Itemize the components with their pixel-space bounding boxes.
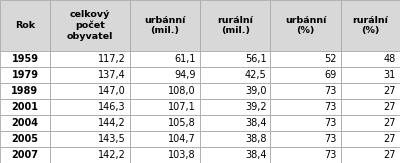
Text: 48: 48 — [384, 54, 396, 64]
Bar — [270, 0, 341, 51]
Bar — [50, 99, 130, 115]
Text: 42,5: 42,5 — [245, 70, 266, 80]
Text: 147,0: 147,0 — [98, 86, 126, 96]
Bar — [0, 131, 50, 147]
Text: 39,2: 39,2 — [245, 102, 266, 112]
Text: 146,3: 146,3 — [98, 102, 126, 112]
Text: 73: 73 — [324, 118, 337, 128]
Text: 27: 27 — [384, 134, 396, 144]
Bar — [50, 0, 130, 51]
Text: 39,0: 39,0 — [245, 86, 266, 96]
Bar — [0, 147, 50, 163]
Text: 2004: 2004 — [12, 118, 38, 128]
Text: 108,0: 108,0 — [168, 86, 196, 96]
Bar — [341, 99, 400, 115]
Text: 2005: 2005 — [12, 134, 38, 144]
Bar — [341, 0, 400, 51]
Bar — [270, 99, 341, 115]
Bar — [130, 147, 200, 163]
Text: urbánní
(mil.): urbánní (mil.) — [144, 16, 186, 35]
Bar — [200, 51, 270, 67]
Text: 2001: 2001 — [12, 102, 38, 112]
Bar — [50, 83, 130, 99]
Bar — [130, 67, 200, 83]
Bar — [200, 147, 270, 163]
Text: 73: 73 — [324, 86, 337, 96]
Bar — [270, 83, 341, 99]
Bar — [130, 99, 200, 115]
Text: 1979: 1979 — [12, 70, 38, 80]
Bar — [270, 147, 341, 163]
Bar — [50, 51, 130, 67]
Text: rurální
(%): rurální (%) — [352, 16, 388, 35]
Text: 27: 27 — [384, 150, 396, 160]
Bar — [270, 115, 341, 131]
Bar — [270, 131, 341, 147]
Bar — [130, 51, 200, 67]
Text: 38,4: 38,4 — [245, 118, 266, 128]
Text: 143,5: 143,5 — [98, 134, 126, 144]
Bar — [0, 99, 50, 115]
Bar — [341, 51, 400, 67]
Bar — [200, 115, 270, 131]
Bar — [130, 115, 200, 131]
Text: 142,2: 142,2 — [98, 150, 126, 160]
Bar — [200, 99, 270, 115]
Bar — [341, 131, 400, 147]
Bar — [0, 0, 50, 51]
Text: 31: 31 — [384, 70, 396, 80]
Text: 144,2: 144,2 — [98, 118, 126, 128]
Bar — [200, 67, 270, 83]
Bar — [200, 0, 270, 51]
Text: celkový
počet
obyvatel: celkový počet obyvatel — [66, 10, 113, 41]
Text: 56,1: 56,1 — [245, 54, 266, 64]
Text: 1959: 1959 — [12, 54, 38, 64]
Bar — [270, 51, 341, 67]
Text: 2007: 2007 — [12, 150, 38, 160]
Bar — [50, 115, 130, 131]
Text: 117,2: 117,2 — [98, 54, 126, 64]
Text: 107,1: 107,1 — [168, 102, 196, 112]
Bar — [0, 67, 50, 83]
Bar — [50, 67, 130, 83]
Bar — [130, 131, 200, 147]
Text: 73: 73 — [324, 102, 337, 112]
Text: 38,4: 38,4 — [245, 150, 266, 160]
Text: 27: 27 — [384, 118, 396, 128]
Text: 73: 73 — [324, 150, 337, 160]
Text: 52: 52 — [324, 54, 337, 64]
Text: 73: 73 — [324, 134, 337, 144]
Bar — [270, 67, 341, 83]
Bar — [200, 131, 270, 147]
Bar — [341, 115, 400, 131]
Text: urbánní
(%): urbánní (%) — [285, 16, 326, 35]
Text: 69: 69 — [325, 70, 337, 80]
Bar — [50, 131, 130, 147]
Text: 105,8: 105,8 — [168, 118, 196, 128]
Text: 137,4: 137,4 — [98, 70, 126, 80]
Bar — [341, 83, 400, 99]
Text: 94,9: 94,9 — [174, 70, 196, 80]
Bar — [341, 147, 400, 163]
Bar — [0, 83, 50, 99]
Text: 1989: 1989 — [12, 86, 38, 96]
Text: 103,8: 103,8 — [168, 150, 196, 160]
Text: 104,7: 104,7 — [168, 134, 196, 144]
Bar — [0, 115, 50, 131]
Bar — [200, 83, 270, 99]
Text: 27: 27 — [384, 86, 396, 96]
Text: Rok: Rok — [15, 21, 35, 30]
Bar — [341, 67, 400, 83]
Bar — [0, 51, 50, 67]
Text: rurální
(mil.): rurální (mil.) — [217, 16, 253, 35]
Bar — [130, 83, 200, 99]
Bar — [50, 147, 130, 163]
Text: 61,1: 61,1 — [174, 54, 196, 64]
Text: 27: 27 — [384, 102, 396, 112]
Bar — [130, 0, 200, 51]
Text: 38,8: 38,8 — [245, 134, 266, 144]
